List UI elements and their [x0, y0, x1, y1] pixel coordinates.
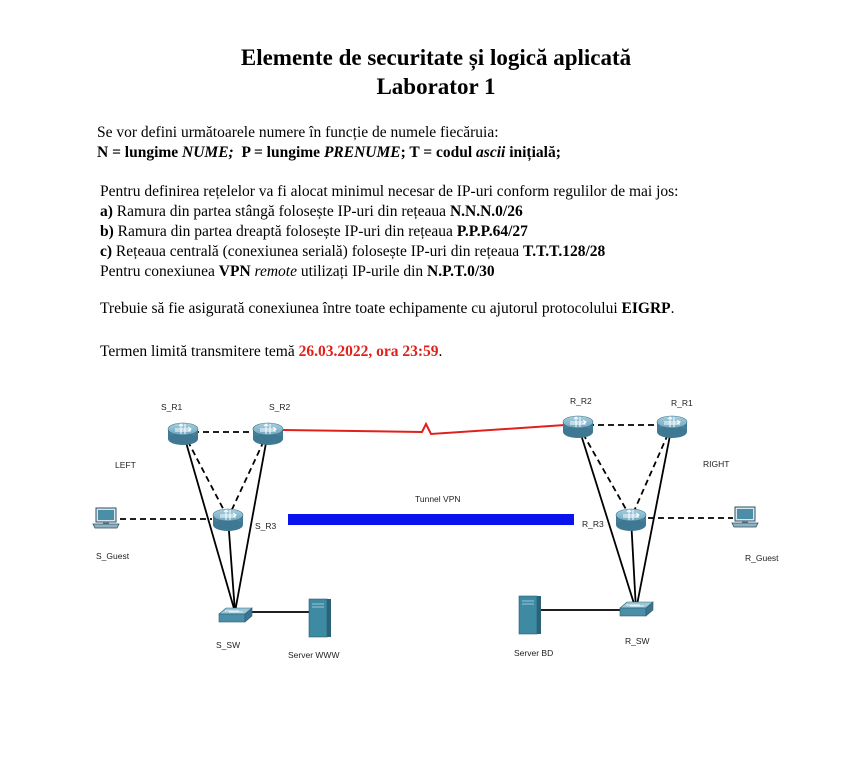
label-s-guest: S_Guest — [96, 551, 130, 561]
router-s-r3-icon[interactable] — [212, 508, 244, 532]
rule-c-label: c) — [100, 243, 113, 260]
router-r-r3-icon[interactable] — [615, 508, 647, 532]
p-prefix: P = lungime — [241, 144, 324, 161]
rule-a-net: N.N.N.0/26 — [449, 203, 523, 220]
network-rule-vpn: Pentru conexiunea VPN remote utilizați I… — [100, 262, 678, 282]
router-r-r1-icon[interactable] — [656, 415, 688, 439]
rule-b-text: Ramura din partea dreaptă folosește IP-u… — [113, 223, 457, 240]
eigrp-end: . — [670, 300, 675, 317]
switch-r-sw-icon[interactable] — [619, 601, 654, 617]
link-s-r1-s-sw — [182, 431, 236, 613]
label-r-r1: R_R1 — [671, 398, 693, 408]
link-s-r3-s-sw — [227, 517, 236, 613]
network-rule-a: a) Ramura din partea stângă folosește IP… — [100, 202, 678, 222]
eigrp-protocol: EIGRP — [621, 300, 671, 317]
n-term: NUME; — [182, 144, 234, 161]
vpn-bold: VPN — [218, 263, 251, 280]
vpn-tunnel — [288, 514, 574, 525]
deadline-end: . — [438, 343, 443, 360]
page-title-line1: Elemente de securitate și logică aplicat… — [240, 45, 632, 70]
link-r-r3-r-sw — [630, 517, 637, 611]
vpn-net: N.P.T.0/30 — [427, 263, 495, 280]
rule-b-net: P.P.P.64/27 — [456, 223, 528, 240]
link-r-r2-r-r3 — [577, 424, 632, 519]
eigrp-requirement: Trebuie să fie asigurată conexiunea într… — [100, 299, 674, 319]
label-server-bd: Server BD — [514, 648, 554, 658]
label-r-sw: R_SW — [625, 636, 650, 646]
network-rule-b: b) Ramura din partea dreaptă folosește I… — [100, 222, 678, 242]
definitions-intro: Se vor defini următoarele numere în func… — [97, 124, 499, 141]
label-s-r2: S_R2 — [269, 402, 291, 412]
label-r-r2: R_R2 — [570, 396, 592, 406]
label-s-r1: S_R1 — [161, 402, 183, 412]
networks-intro: Pentru definirea rețelelor va fi alocat … — [100, 183, 679, 200]
switch-s-sw-icon[interactable] — [218, 607, 253, 623]
label-left: LEFT — [115, 460, 136, 470]
label-s-r3: S_R3 — [255, 521, 277, 531]
vpn-pre: Pentru conexiunea — [100, 263, 219, 280]
label-server-www: Server WWW — [288, 650, 340, 660]
server-www-icon[interactable] — [308, 598, 332, 638]
pc-r-guest-icon[interactable] — [731, 506, 759, 528]
left-links — [120, 431, 310, 613]
router-r-r2-icon[interactable] — [562, 415, 594, 439]
server-bd-icon[interactable] — [518, 595, 542, 635]
vpn-mid: remote — [250, 263, 297, 280]
definitions-formula: N = lungime NUME; P = lungime PRENUME; T… — [97, 143, 561, 163]
link-s-r2-s-r3 — [227, 431, 269, 519]
link-s-r2-s-sw — [234, 431, 269, 613]
label-r-guest: R_Guest — [745, 553, 779, 563]
rule-c-text: Rețeaua centrală (conexiunea serială) fo… — [112, 243, 524, 260]
router-s-r2-icon[interactable] — [252, 422, 284, 446]
eigrp-text: Trebuie să fie asigurată conexiunea într… — [100, 300, 622, 317]
link-s-r1-s-r3 — [182, 431, 229, 519]
label-r-r3: R_R3 — [582, 519, 604, 529]
t-prefix: ; T = codul — [400, 144, 477, 161]
rule-b-label: b) — [100, 223, 114, 240]
right-links — [530, 424, 733, 611]
networks-block: Pentru definirea rețelelor va fi alocat … — [100, 182, 678, 282]
link-r-r1-r-r3 — [630, 424, 673, 519]
n-prefix: N = lungime — [97, 144, 183, 161]
label-s-sw: S_SW — [216, 640, 241, 650]
deadline: Termen limită transmitere temă 26.03.202… — [100, 342, 442, 362]
rule-a-text: Ramura din partea stângă folosește IP-ur… — [112, 203, 450, 220]
serial-link — [282, 421, 566, 436]
deadline-text: Termen limită transmitere temă — [100, 343, 299, 360]
rule-c-net: T.T.T.128/28 — [523, 243, 606, 260]
label-tunnel-vpn: Tunnel VPN — [415, 494, 461, 504]
vpn-post: utilizați IP-urile din — [297, 263, 428, 280]
deadline-date: 26.03.2022, ora 23:59 — [298, 343, 439, 360]
rule-a-label: a) — [100, 203, 113, 220]
definitions-block: Se vor defini următoarele numere în func… — [97, 123, 561, 163]
router-s-r1-icon[interactable] — [167, 422, 199, 446]
t-suffix: inițială; — [505, 144, 561, 161]
t-term: ascii — [476, 144, 506, 161]
network-rule-c: c) Rețeaua centrală (conexiunea serială)… — [100, 242, 678, 262]
p-term: PRENUME — [323, 144, 401, 161]
page-title-line2: Laborator 1 — [376, 74, 496, 99]
label-right: RIGHT — [703, 459, 730, 469]
pc-s-guest-icon[interactable] — [92, 507, 120, 529]
link-r-r2-r-sw — [577, 424, 637, 611]
